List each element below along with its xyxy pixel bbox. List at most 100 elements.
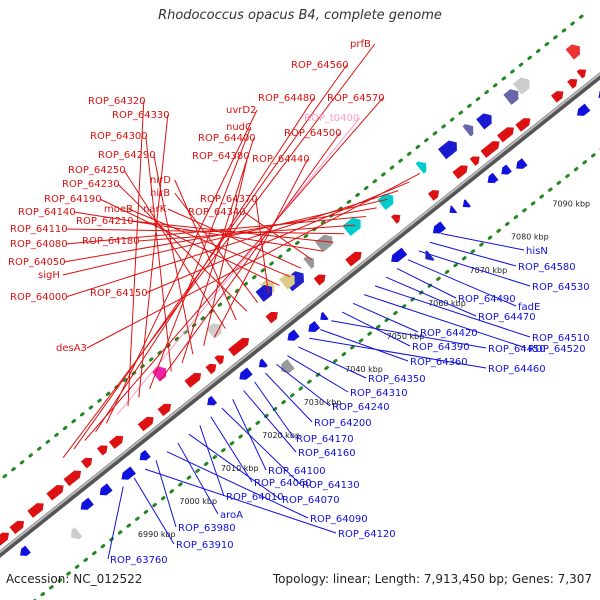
- top-gene-label: ROP_t0400: [304, 113, 359, 124]
- bottom-label-leader-line: [188, 433, 281, 500]
- bottom-gene-label: ROP_64310: [350, 388, 408, 399]
- reverse-gene-arrow: [516, 158, 528, 169]
- forward-gene-arrow: [469, 156, 480, 166]
- bottom-label-leader-line: [385, 276, 477, 317]
- bottom-gene-label: ROP_64530: [532, 282, 590, 293]
- track-dot-lines: [0, 13, 600, 600]
- top-label-leader-line: [214, 158, 309, 338]
- gene-features: [0, 44, 600, 556]
- bottom-label-leader-line: [133, 477, 175, 545]
- reverse-gene-block: [281, 359, 295, 374]
- forward-gene-arrow: [96, 445, 108, 456]
- top-dotted-track: [0, 13, 586, 482]
- bottom-gene-label: ROP_64200: [314, 418, 372, 429]
- bottom-label-leader-line: [199, 425, 225, 497]
- reverse-gene-arrow: [577, 103, 591, 116]
- kbp-scale-label: 6990 kbp: [138, 530, 176, 539]
- top-label-leader-line: [153, 154, 194, 355]
- forward-gene-arrow: [228, 337, 250, 357]
- topology-summary: Topology: linear; Length: 7,913,450 bp; …: [272, 572, 592, 586]
- bottom-label-leader-line: [363, 294, 527, 349]
- reverse-gene-arrow: [287, 329, 300, 341]
- forward-gene-arrow: [345, 251, 362, 267]
- top-gene-label: ROP_64210: [76, 216, 134, 227]
- reverse-gene-arrow: [391, 247, 408, 263]
- forward-gene-arrow: [515, 118, 531, 132]
- top-label-leader-line: [63, 207, 377, 263]
- reverse-gene-arrow: [258, 358, 268, 368]
- top-label-leader-line: [95, 97, 315, 433]
- top-gene-label: narK: [143, 204, 167, 215]
- annotation-box: [303, 256, 315, 269]
- bottom-label-leader-line: [309, 337, 487, 369]
- top-gene-label: desA3: [56, 343, 87, 354]
- top-gene-label: ROP_64290: [98, 150, 156, 161]
- top-gene-label: ROP_64330: [112, 110, 170, 121]
- annotation-box: [314, 234, 333, 253]
- annotation-box: [438, 140, 457, 160]
- bottom-label-leader-line: [276, 364, 331, 407]
- kbp-scale-label: 7040 kbp: [345, 365, 383, 374]
- annotation-box: [342, 217, 361, 237]
- bottom-gene-label: ROP_64360: [410, 357, 468, 368]
- kbp-scale-label: 7080 kbp: [511, 233, 549, 242]
- top-gene-label: ROP_64340: [188, 207, 246, 218]
- bottom-label-leader-line: [221, 407, 301, 485]
- bottom-gene-label: ROP_64450: [488, 344, 546, 355]
- top-gene-label: ROP_64000: [10, 292, 68, 303]
- bottom-label-leader-line: [407, 259, 517, 307]
- bottom-gene-label: ROP_64010: [226, 492, 284, 503]
- top-gene-label: ROP_64050: [8, 257, 66, 268]
- accession-text: Accession: NC_012522: [6, 572, 143, 586]
- bottom-gene-label: ROP_64130: [302, 480, 360, 491]
- bottom-gene-label: ROP_64350: [368, 374, 426, 385]
- top-gene-label: ROP_64150: [90, 288, 148, 299]
- top-gene-label: prfB: [350, 39, 371, 50]
- annotation-box: [206, 323, 222, 339]
- top-label-leader-line: [137, 224, 356, 242]
- top-label-leader-line: [203, 155, 249, 346]
- kbp-scale-label: 7090 kbp: [552, 200, 590, 209]
- reverse-gene-arrow: [239, 367, 253, 380]
- reverse-gene-block: [425, 250, 435, 261]
- bottom-gene-label: ROP_64070: [282, 495, 340, 506]
- kbp-scale-label: 7000 kbp: [179, 497, 217, 506]
- reverse-gene-block: [71, 527, 83, 540]
- bottom-label-leader-line: [166, 451, 309, 519]
- top-gene-label: nudC: [226, 122, 252, 133]
- top-gene-label: ROP_64370: [200, 194, 258, 205]
- top-gene-label: uvrD2: [226, 105, 256, 116]
- kbp-scale-label: 7020 kbp: [262, 431, 300, 440]
- bottom-label-leader-line: [352, 302, 419, 333]
- forward-gene-arrow: [313, 274, 326, 286]
- bottom-label-leader-line: [144, 468, 337, 534]
- top-label-leader-line: [116, 117, 361, 415]
- kbp-scale-label: 7070 kbp: [470, 266, 508, 275]
- forward-gene-arrow: [567, 78, 578, 89]
- top-gene-label: ROP_64080: [10, 239, 68, 250]
- axis-line: [0, 72, 600, 558]
- bottom-gene-label: hisN: [526, 246, 548, 257]
- top-gene-label: ROP_64300: [90, 131, 148, 142]
- annotation-box: [503, 89, 519, 105]
- bottom-label-leader-line: [418, 250, 531, 287]
- forward-gene-arrow: [205, 363, 217, 375]
- top-gene-label: ROP_64560: [291, 60, 349, 71]
- top-label-leader-line: [243, 211, 313, 260]
- top-label-leader-line: [84, 97, 384, 441]
- kbp-scale-label: 7030 kbp: [304, 398, 342, 407]
- top-gene-label: ROP_64570: [327, 93, 385, 104]
- reverse-gene-arrow: [320, 311, 329, 321]
- forward-gene-arrow: [137, 416, 154, 432]
- bottom-gene-label: fadE: [518, 302, 540, 313]
- forward-gene-arrow: [480, 141, 500, 158]
- forward-gene-arrow: [452, 165, 468, 180]
- top-gene-label: sigH: [38, 270, 60, 281]
- bottom-label-leader-line: [331, 320, 487, 349]
- reverse-gene-arrow: [308, 320, 321, 333]
- top-gene-label: ROP_64380: [192, 151, 250, 162]
- top-gene-label: ROP_64320: [88, 96, 146, 107]
- forward-gene-arrow: [9, 520, 25, 535]
- forward-gene-arrow: [551, 91, 564, 103]
